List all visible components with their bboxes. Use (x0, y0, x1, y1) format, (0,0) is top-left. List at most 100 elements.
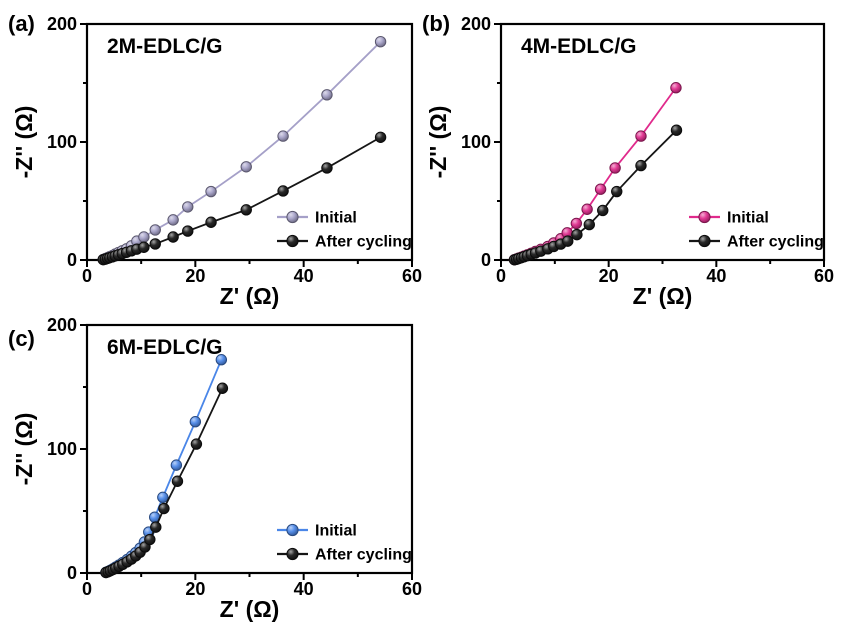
after-cycling-marker (144, 533, 156, 546)
legend-label: Initial (727, 210, 769, 227)
after-cycling-marker (277, 185, 289, 197)
initial-marker (182, 201, 194, 213)
initial-marker (157, 491, 169, 504)
legend-marker (698, 210, 711, 224)
panel--b-: (b) 0 20 40 60 0 100 200 Z' (Ω) -Z'' (Ω) 4M-EDLC/G… (422, 11, 834, 309)
after-cycling-marker (158, 502, 170, 515)
after-cycling-marker (171, 475, 184, 487)
y-tick-label: 100 (47, 132, 77, 152)
panel--a-: (a) 0 20 40 60 0 100 200 Z' (Ω) -Z'' (Ω) 2M-EDLC/G… (8, 11, 422, 309)
y-axis-label: -Z'' (Ω) (11, 413, 37, 486)
after-cycling-marker (670, 124, 683, 136)
y-tick-label: 200 (47, 315, 77, 335)
initial-marker (205, 185, 217, 198)
initial-marker (149, 224, 161, 236)
legend-marker (286, 547, 299, 561)
y-tick-label: 200 (461, 14, 491, 34)
after-cycling-marker (583, 218, 595, 231)
x-tick-label: 60 (814, 266, 834, 286)
after-cycling-line (514, 129, 678, 261)
initial-marker (374, 36, 387, 48)
y-tick-label: 0 (67, 250, 77, 270)
initial-marker (167, 214, 179, 226)
after-cycling-marker (635, 159, 647, 172)
y-tick-label: 0 (481, 250, 491, 270)
x-tick-label: 40 (294, 266, 314, 286)
legend-item-initial: Initial (689, 210, 769, 227)
legend-item-after-cycling: After cycling (689, 234, 824, 251)
after-cycling-marker (190, 438, 203, 450)
initial-marker (170, 459, 183, 471)
x-tick-label: 40 (294, 579, 314, 599)
after-cycling-marker (216, 382, 229, 394)
after-cycling-line (105, 387, 224, 574)
panel-letter: (c) (8, 326, 35, 351)
y-axis-label: -Z'' (Ω) (425, 106, 451, 179)
initial-line (105, 359, 223, 574)
series-after-cycling (508, 124, 683, 266)
plot-frame (499, 22, 826, 262)
after-cycling-marker (571, 228, 583, 241)
initial-marker (240, 161, 252, 173)
legend: Initial After cycling (277, 523, 412, 564)
x-axis-label: Z' (Ω) (220, 596, 280, 622)
legend-label: After cycling (727, 234, 824, 251)
x-tick-label: 60 (402, 579, 422, 599)
initial-marker (215, 354, 228, 366)
x-axis-label: Z' (Ω) (633, 283, 693, 309)
x-tick-label: 40 (706, 266, 726, 286)
after-cycling-marker (167, 231, 179, 243)
legend-label: After cycling (315, 547, 412, 564)
after-cycling-marker (611, 185, 623, 198)
x-tick-label: 60 (402, 266, 422, 286)
legend-item-initial: Initial (277, 210, 357, 227)
x-tick-label: 20 (599, 266, 619, 286)
legend: Initial After cycling (277, 210, 412, 251)
initial-marker (581, 203, 593, 215)
legend-item-after-cycling: After cycling (277, 234, 412, 251)
legend-marker (286, 210, 299, 224)
initial-marker (138, 231, 150, 243)
legend-marker (286, 523, 299, 537)
legend-label: After cycling (315, 234, 412, 251)
series-initial (100, 354, 228, 579)
legend-label: Initial (315, 523, 357, 540)
panel-title: 2M-EDLC/G (107, 35, 223, 58)
x-axis-label: Z' (Ω) (220, 283, 280, 309)
after-cycling-marker (150, 521, 162, 533)
initial-marker (277, 130, 289, 142)
after-cycling-marker (374, 131, 387, 143)
legend-item-after-cycling: After cycling (277, 547, 412, 564)
x-tick-label: 0 (496, 266, 506, 286)
series-after-cycling (97, 131, 387, 266)
initial-marker (635, 130, 647, 142)
panel-title: 4M-EDLC/G (521, 35, 637, 58)
panel-title: 6M-EDLC/G (107, 336, 223, 359)
initial-marker (321, 89, 333, 101)
initial-marker (570, 217, 583, 230)
legend: Initial After cycling (689, 210, 824, 251)
legend-marker (698, 234, 711, 248)
legend-item-initial: Initial (277, 523, 357, 540)
panel--c-: (c) 0 20 40 60 0 100 200 Z' (Ω) -Z'' (Ω) 6M-EDLC/G… (8, 315, 422, 622)
y-axis-label: -Z'' (Ω) (11, 106, 37, 179)
after-cycling-marker (149, 238, 161, 250)
initial-marker (594, 183, 607, 195)
y-tick-label: 0 (67, 563, 77, 583)
initial-line (514, 87, 677, 261)
plot-frame (85, 323, 414, 575)
panel-letter: (a) (8, 11, 35, 36)
initial-marker (609, 162, 621, 174)
y-tick-label: 100 (461, 132, 491, 152)
legend-marker (286, 234, 299, 248)
initial-line (102, 41, 382, 261)
x-tick-label: 20 (185, 579, 205, 599)
series-initial (97, 36, 387, 266)
after-cycling-marker (562, 235, 574, 247)
x-tick-label: 20 (185, 266, 205, 286)
after-cycling-marker (138, 241, 150, 253)
initial-marker (189, 416, 202, 428)
panel-letter: (b) (422, 11, 450, 36)
